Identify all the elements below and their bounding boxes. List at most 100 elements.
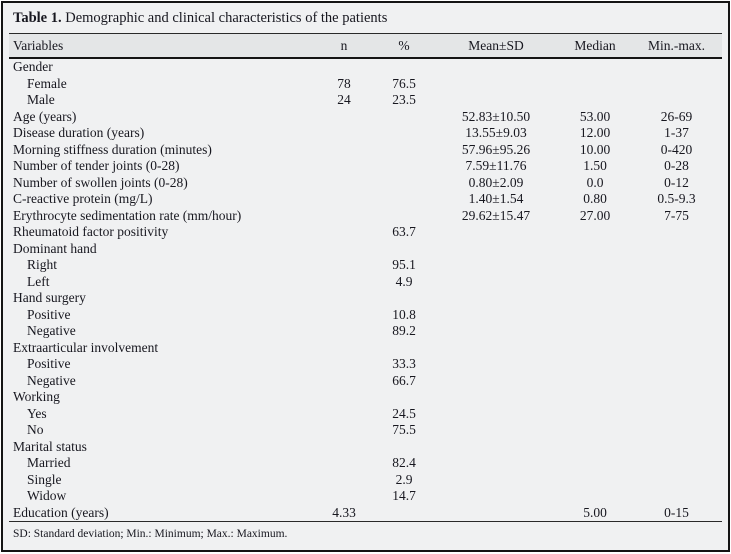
cell-median bbox=[559, 472, 631, 489]
cell-n bbox=[313, 109, 375, 126]
cell-median bbox=[559, 422, 631, 439]
cell-variable: Dominant hand bbox=[13, 240, 97, 256]
cell-n bbox=[313, 488, 375, 505]
cell-n bbox=[313, 439, 375, 456]
cell-percent: 66.7 bbox=[392, 372, 416, 388]
cell-variable: Number of tender joints (0-28) bbox=[13, 158, 180, 173]
header-row: Variables n % Mean±SD Median Min.-max. bbox=[9, 34, 722, 59]
characteristics-table: Variables n % Mean±SD Median Min.-max. G… bbox=[9, 34, 722, 521]
cell-n bbox=[313, 175, 375, 192]
cell-median: 27.00 bbox=[579, 207, 611, 223]
cell-min-max: 7-75 bbox=[664, 207, 689, 223]
cell-mean-sd bbox=[433, 307, 559, 324]
cell-min-max bbox=[631, 76, 722, 93]
cell-n bbox=[313, 158, 375, 175]
table-row: Gender bbox=[9, 58, 722, 76]
cell-variable: C-reactive protein (mg/L) bbox=[13, 191, 153, 206]
cell-mean-sd bbox=[433, 224, 559, 241]
cell-median: 0.0 bbox=[586, 174, 604, 190]
cell-mean-sd bbox=[433, 488, 559, 505]
cell-percent bbox=[375, 505, 433, 522]
table-row: Number of tender joints (0-28) 7.59±11.76… bbox=[9, 158, 722, 175]
cell-mean-sd bbox=[433, 389, 559, 406]
cell-median bbox=[559, 257, 631, 274]
cell-n: 4.33 bbox=[332, 504, 356, 520]
cell-n bbox=[313, 58, 375, 76]
table-row: Male 24 23.5 bbox=[9, 92, 722, 109]
cell-median: 12.00 bbox=[579, 125, 611, 140]
cell-percent bbox=[375, 340, 433, 357]
cell-percent: 76.5 bbox=[392, 75, 416, 91]
cell-percent bbox=[375, 191, 433, 208]
cell-n bbox=[313, 125, 375, 142]
table-row: Negative 89.2 bbox=[9, 323, 722, 340]
table-row: Dominant hand bbox=[9, 241, 722, 258]
table-row: Morning stiffness duration (minutes) 57.9… bbox=[9, 142, 722, 159]
cell-median bbox=[559, 92, 631, 109]
cell-min-max bbox=[631, 472, 722, 489]
cell-min-max: 26-69 bbox=[660, 108, 693, 124]
cell-min-max: 0-28 bbox=[664, 158, 689, 173]
cell-min-max bbox=[631, 241, 722, 258]
table-row: Age (years) 52.83±10.50 53.00 26-69 bbox=[9, 109, 722, 126]
cell-n bbox=[313, 290, 375, 307]
cell-n bbox=[313, 340, 375, 357]
cell-variable: Single bbox=[27, 471, 62, 487]
cell-mean-sd: 7.59±11.76 bbox=[465, 158, 527, 173]
cell-min-max bbox=[631, 356, 722, 373]
table-row: Hand surgery bbox=[9, 290, 722, 307]
cell-variable: Disease duration (years) bbox=[13, 125, 145, 140]
table-footnote: SD: Standard deviation; Min.: Minimum; M… bbox=[9, 521, 722, 545]
cell-median bbox=[559, 76, 631, 93]
table-row: Left 4.9 bbox=[9, 274, 722, 291]
cell-min-max bbox=[631, 488, 722, 505]
cell-n bbox=[313, 422, 375, 439]
cell-min-max bbox=[631, 406, 722, 423]
cell-min-max: 0.5-9.3 bbox=[657, 191, 696, 206]
cell-variable: Extraarticular involvement bbox=[13, 339, 159, 355]
table-row: Married 82.4 bbox=[9, 455, 722, 472]
cell-min-max bbox=[631, 455, 722, 472]
table-row: Positive 33.3 bbox=[9, 356, 722, 373]
cell-percent: 95.1 bbox=[392, 257, 416, 272]
cell-n bbox=[313, 323, 375, 340]
cell-variable: Female bbox=[27, 75, 67, 91]
table-row: Negative 66.7 bbox=[9, 373, 722, 390]
cell-median bbox=[559, 58, 631, 76]
cell-mean-sd bbox=[433, 257, 559, 274]
cell-median bbox=[559, 340, 631, 357]
cell-percent bbox=[375, 142, 433, 159]
cell-min-max bbox=[631, 340, 722, 357]
cell-percent bbox=[375, 109, 433, 126]
cell-variable: Married bbox=[27, 455, 71, 470]
cell-variable: Yes bbox=[27, 405, 47, 421]
cell-n bbox=[313, 257, 375, 274]
cell-n bbox=[313, 307, 375, 324]
cell-mean-sd bbox=[433, 241, 559, 258]
table-row: C-reactive protein (mg/L) 1.40±1.54 0.80 0.… bbox=[9, 191, 722, 208]
cell-percent: 82.4 bbox=[392, 455, 416, 470]
cell-percent bbox=[375, 125, 433, 142]
cell-min-max bbox=[631, 257, 722, 274]
cell-min-max bbox=[631, 224, 722, 241]
cell-n bbox=[313, 208, 375, 225]
table-row: Positive 10.8 bbox=[9, 307, 722, 324]
table-row: Rheumatoid factor positivity 63.7 bbox=[9, 224, 722, 241]
cell-mean-sd: 29.62±15.47 bbox=[461, 207, 531, 223]
cell-variable: Working bbox=[13, 389, 60, 404]
cell-percent bbox=[375, 241, 433, 258]
cell-variable: Male bbox=[27, 92, 55, 107]
column-header-mean-sd: Mean±SD bbox=[433, 34, 559, 59]
cell-variable: Widow bbox=[27, 488, 67, 503]
cell-n bbox=[313, 455, 375, 472]
table-row: Extraarticular involvement bbox=[9, 340, 722, 357]
table-row: Yes 24.5 bbox=[9, 406, 722, 423]
cell-mean-sd bbox=[433, 356, 559, 373]
cell-mean-sd bbox=[433, 505, 559, 522]
cell-percent: 23.5 bbox=[392, 92, 416, 107]
cell-variable: Gender bbox=[13, 59, 53, 74]
cell-variable: Education (years) bbox=[13, 504, 109, 520]
cell-min-max bbox=[631, 323, 722, 340]
cell-mean-sd bbox=[433, 340, 559, 357]
